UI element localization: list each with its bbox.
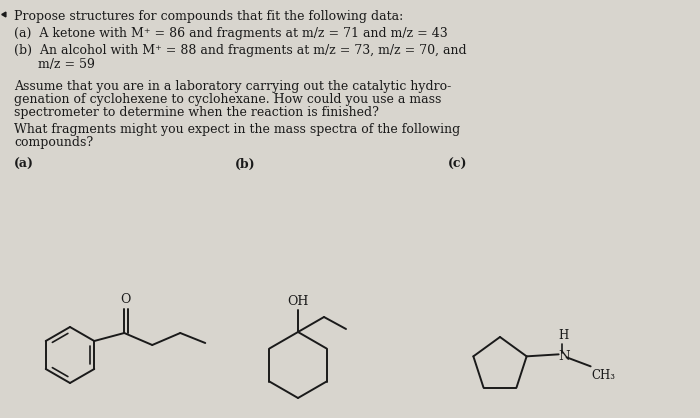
Text: What fragments might you expect in the mass spectra of the following: What fragments might you expect in the m…: [14, 123, 461, 136]
Text: Assume that you are in a laboratory carrying out the catalytic hydro-: Assume that you are in a laboratory carr…: [14, 80, 452, 93]
Text: spectrometer to determine when the reaction is finished?: spectrometer to determine when the react…: [14, 106, 379, 119]
Text: CH₃: CH₃: [592, 370, 615, 382]
Text: compounds?: compounds?: [14, 136, 93, 149]
Text: Propose structures for compounds that fit the following data:: Propose structures for compounds that fi…: [14, 10, 403, 23]
Text: m/z = 59: m/z = 59: [14, 58, 95, 71]
Text: N: N: [559, 350, 570, 363]
Text: (b)  An alcohol with M⁺ = 88 and fragments at m/z = 73, m/z = 70, and: (b) An alcohol with M⁺ = 88 and fragment…: [14, 44, 467, 57]
Text: O: O: [120, 293, 131, 306]
Text: (c): (c): [448, 158, 468, 171]
Text: OH: OH: [287, 295, 309, 308]
Text: genation of cyclohexene to cyclohexane. How could you use a mass: genation of cyclohexene to cyclohexane. …: [14, 93, 442, 106]
Text: H: H: [559, 329, 569, 342]
Text: (a): (a): [14, 158, 34, 171]
Text: (b): (b): [235, 158, 256, 171]
Text: (a)  A ketone with M⁺ = 86 and fragments at m/z = 71 and m/z = 43: (a) A ketone with M⁺ = 86 and fragments …: [14, 27, 448, 40]
